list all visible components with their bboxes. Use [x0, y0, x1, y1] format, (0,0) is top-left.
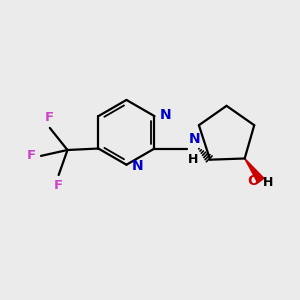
Text: N: N: [132, 159, 143, 173]
Text: N: N: [188, 132, 200, 146]
Polygon shape: [245, 158, 264, 183]
Text: F: F: [27, 149, 36, 162]
Text: F: F: [45, 111, 54, 124]
Text: H: H: [263, 176, 274, 188]
Text: F: F: [54, 178, 63, 192]
Text: H: H: [188, 153, 199, 166]
Text: O: O: [248, 174, 260, 188]
Text: N: N: [160, 108, 171, 122]
